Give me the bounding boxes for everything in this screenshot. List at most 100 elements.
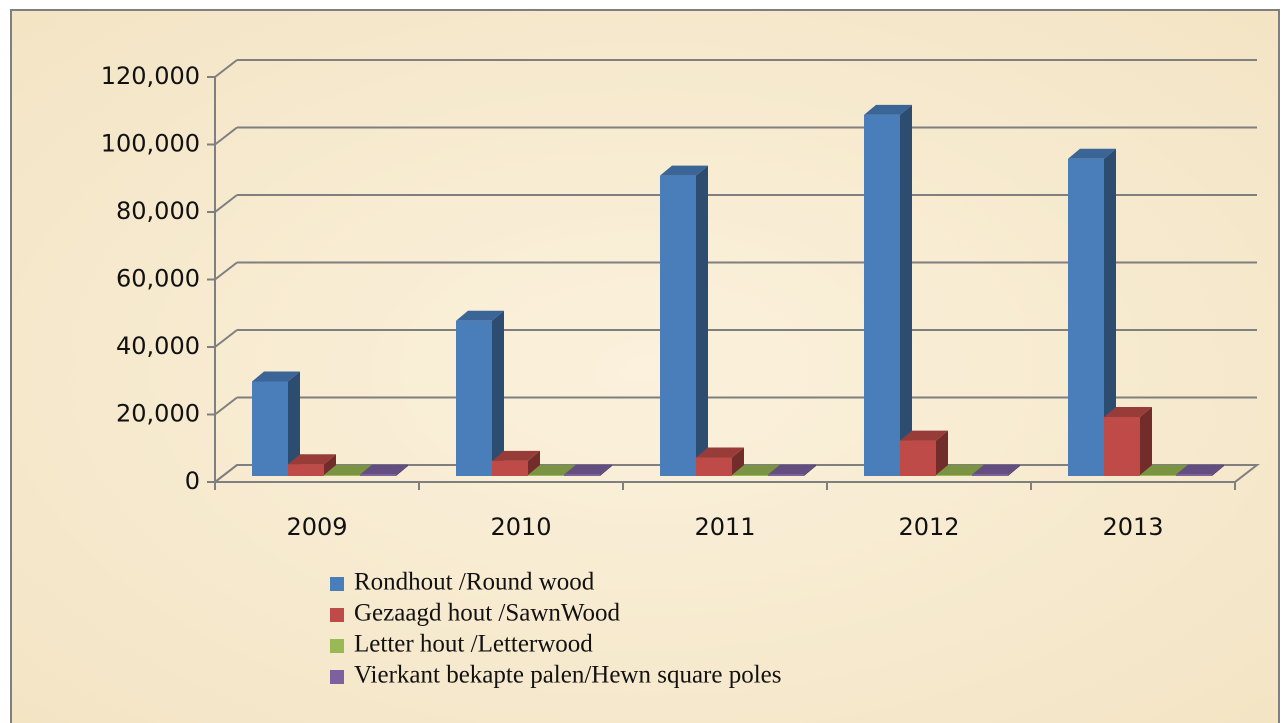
x-tick-label: 2011 [694, 513, 755, 541]
bar-side [1104, 148, 1116, 476]
bar-side [600, 464, 612, 476]
bar-top [1068, 148, 1116, 159]
bar [900, 430, 948, 476]
grid-diagonal [214, 59, 238, 78]
chart-frame [10, 9, 1280, 723]
bar-top [1176, 464, 1224, 475]
bar-front [696, 457, 732, 476]
bar-front [1068, 158, 1104, 476]
bar-top [252, 371, 300, 382]
bar [252, 371, 300, 476]
bar-top [972, 464, 1020, 475]
bar-front [732, 474, 768, 476]
grid-diagonal [214, 396, 238, 416]
x-tick-label: 2012 [898, 513, 959, 541]
bar-front [864, 114, 900, 476]
x-tick-label: 2010 [490, 513, 551, 541]
bar-side [804, 464, 816, 476]
bar-front [564, 474, 600, 476]
bar [768, 464, 816, 476]
bar-front [936, 474, 972, 476]
bar-side [324, 454, 336, 476]
bar-front [492, 460, 528, 476]
y-tick-label: 60,000 [116, 265, 200, 293]
bar-top [324, 464, 372, 475]
bar-top [864, 104, 912, 115]
bar-top [528, 464, 576, 475]
bar-side [696, 165, 708, 476]
bar-front [1176, 474, 1212, 476]
bar [1104, 406, 1152, 476]
bar-top [564, 464, 612, 475]
bar-side [1008, 464, 1020, 476]
legend-swatch [330, 639, 344, 653]
bar-side [528, 450, 540, 476]
y-tick-label: 40,000 [116, 332, 200, 360]
bar-top [936, 464, 984, 475]
bar-top [360, 464, 408, 475]
bar [360, 464, 408, 476]
legend-swatch [330, 670, 344, 684]
bar-front [252, 381, 288, 476]
bar [456, 310, 504, 476]
bar-top [660, 165, 708, 176]
bar-side [1140, 406, 1152, 476]
bar-top [288, 454, 336, 465]
bar-front [1104, 416, 1140, 476]
bar [660, 165, 708, 476]
bar-front [324, 474, 360, 476]
legend-label: Gezaagd hout /SawnWood [354, 600, 620, 627]
grid-diagonal [214, 261, 238, 281]
grid-diagonal [214, 464, 238, 483]
bar-side [1212, 464, 1224, 476]
bar [972, 464, 1020, 476]
bar [288, 454, 336, 476]
bar-side [936, 430, 948, 476]
bar-front [768, 474, 804, 476]
bar-front [288, 464, 324, 476]
grid-diagonal [214, 194, 238, 213]
bar-front [900, 440, 936, 476]
grid-diagonal [214, 126, 238, 146]
legend-label: Rondhout /Round wood [354, 569, 595, 596]
grid-diagonal [214, 329, 238, 348]
bar-side [492, 310, 504, 476]
bar-top [900, 430, 948, 441]
bar-top [456, 310, 504, 321]
legend-label: Letter hout /Letterwood [354, 631, 593, 658]
y-tick-label: 20,000 [116, 400, 200, 428]
bar-front [972, 474, 1008, 476]
bar-top [696, 447, 744, 458]
bar-top [768, 464, 816, 475]
bar [492, 450, 540, 476]
bar-front [660, 175, 696, 476]
x-tick-label: 2013 [1102, 513, 1163, 541]
bar [564, 464, 612, 476]
legend-swatch [330, 577, 344, 591]
bar [696, 447, 744, 476]
bar-side [396, 464, 408, 476]
legend-label: Vierkant bekapte palen/Hewn square poles [354, 662, 782, 689]
bar-top [732, 464, 780, 475]
bar [864, 104, 912, 476]
bar-side [900, 104, 912, 476]
y-tick-label: 100,000 [101, 130, 200, 158]
bar-side [288, 371, 300, 476]
bar [1176, 464, 1224, 476]
bar-front [456, 320, 492, 476]
bar-front [360, 474, 396, 476]
y-tick-label: 0 [185, 467, 200, 495]
bar-front [1140, 474, 1176, 476]
bar-top [1140, 464, 1188, 475]
bar [1068, 148, 1116, 476]
bar-top [492, 450, 540, 461]
legend-swatch [330, 608, 344, 622]
bar-top [1104, 406, 1152, 417]
bar-side [732, 447, 744, 476]
bar-front [528, 474, 564, 476]
y-tick-label: 80,000 [116, 197, 200, 225]
y-tick-label: 120,000 [101, 62, 200, 90]
x-tick-label: 2009 [286, 513, 347, 541]
